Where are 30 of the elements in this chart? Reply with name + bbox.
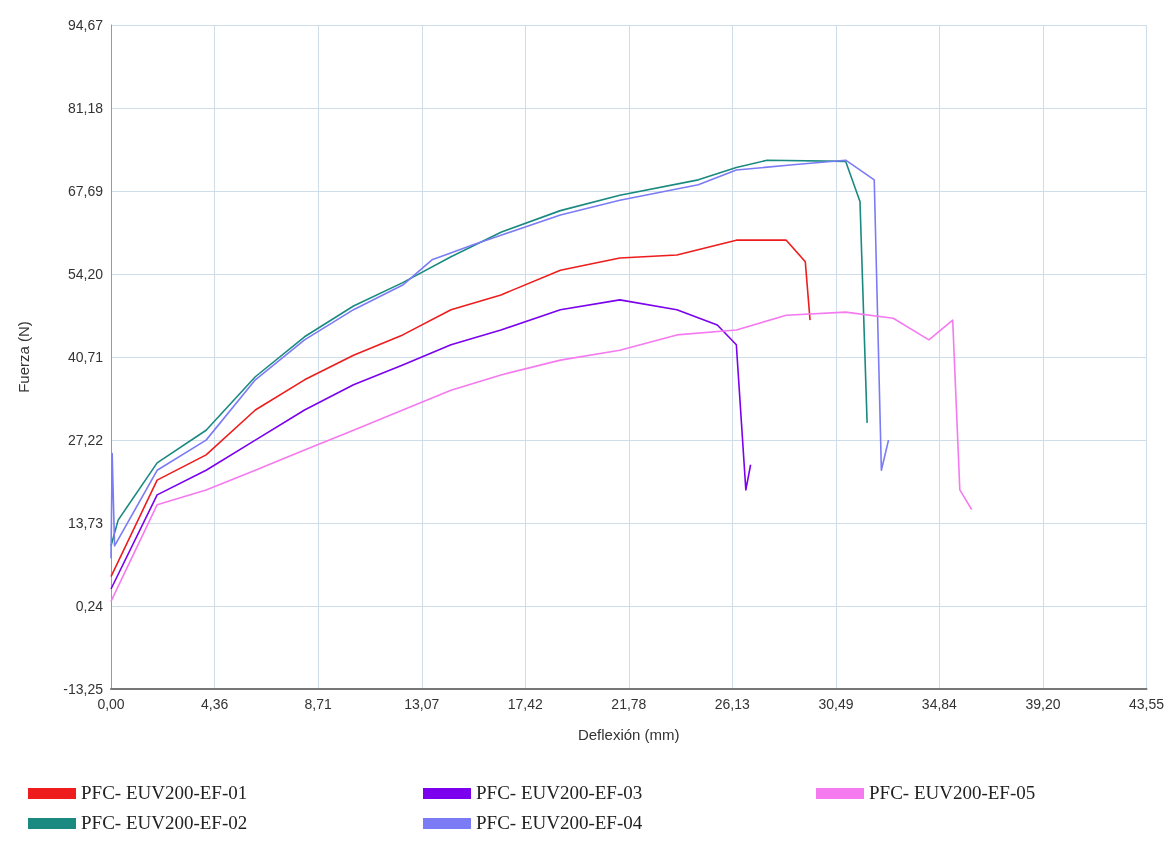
legend-label: PFC- EUV200-EF-03: [476, 782, 643, 804]
y-tick-label: -13,25: [63, 681, 104, 697]
y-tick-label: 94,67: [67, 17, 104, 33]
x-tick-label: 26,13: [714, 696, 751, 712]
y-tick-label: 40,71: [67, 349, 104, 365]
legend-label: PFC- EUV200-EF-01: [81, 782, 248, 804]
y-tick-label: 13,73: [67, 515, 104, 531]
y-tick-label: 67,69: [67, 183, 104, 199]
x-tick-label: 39,20: [1025, 696, 1061, 712]
x-axis-title: Deflexión (mm): [577, 726, 680, 743]
y-tick-label: 81,18: [67, 100, 104, 116]
x-tick-label: 8,71: [304, 696, 332, 712]
x-tick-label: 30,49: [818, 696, 854, 712]
x-tick-label: 43,55: [1128, 696, 1165, 712]
x-tick-label: 17,42: [507, 696, 543, 712]
x-tick-label: 13,07: [404, 696, 440, 712]
x-tick-label: 34,84: [921, 696, 958, 712]
legend-label: PFC- EUV200-EF-02: [81, 812, 248, 834]
line-series: [110, 239, 811, 578]
line-series: [110, 311, 973, 603]
legend-label: PFC- EUV200-EF-05: [869, 782, 1036, 804]
y-tick-label: 0,24: [75, 598, 104, 614]
x-tick-label: 21,78: [611, 696, 647, 712]
line-series: [110, 299, 752, 590]
x-tick-label: 4,36: [201, 696, 229, 712]
legend-label: PFC- EUV200-EF-04: [476, 812, 643, 834]
y-tick-label: 54,20: [67, 266, 104, 282]
x-tick-label: 0,00: [97, 696, 125, 712]
y-tick-label: 27,22: [67, 432, 104, 448]
y-axis-title: Fuerza (N): [15, 321, 32, 393]
